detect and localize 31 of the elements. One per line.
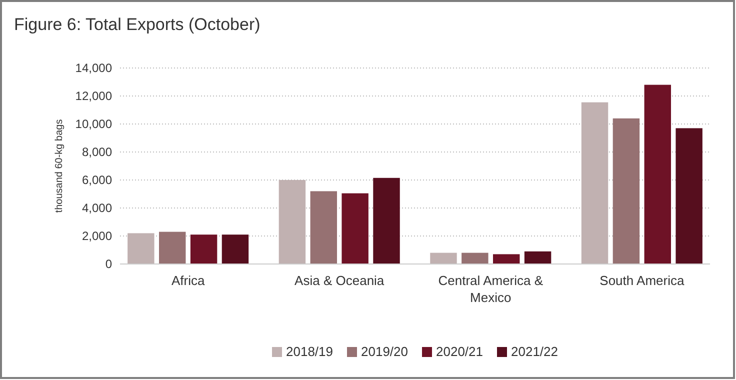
x-tick-label: Africa <box>171 273 206 288</box>
bar <box>612 118 640 264</box>
legend-label: 2019/20 <box>361 344 408 359</box>
bar <box>190 234 218 264</box>
bar <box>310 191 337 264</box>
legend-label: 2021/22 <box>511 344 558 359</box>
y-tick-label: 10,000 <box>75 116 112 131</box>
x-tick-label: South America <box>600 273 685 288</box>
y-tick-label: 8,000 <box>82 144 112 159</box>
y-tick-label: 2,000 <box>82 228 112 243</box>
legend-label: 2018/19 <box>286 344 333 359</box>
y-tick-label: 4,000 <box>82 200 112 215</box>
y-axis-title: thousand 60-kg bags <box>54 119 65 213</box>
bar <box>430 252 457 264</box>
y-tick-label: 6,000 <box>82 172 112 187</box>
y-tick-label: 0 <box>105 256 112 271</box>
chart-title: Figure 6: Total Exports (October) <box>14 15 260 34</box>
bar <box>222 234 249 264</box>
bar <box>462 252 488 264</box>
bar <box>524 251 552 264</box>
x-tick-label: Asia & Oceania <box>294 273 385 288</box>
bar <box>342 193 368 264</box>
y-tick-label: 14,000 <box>75 60 112 75</box>
legend-label: 2020/21 <box>436 344 483 359</box>
bar <box>159 232 186 264</box>
bar <box>676 128 702 264</box>
y-tick-label: 12,000 <box>75 88 112 103</box>
bar <box>493 254 520 264</box>
bar <box>373 178 400 264</box>
bar <box>644 84 671 264</box>
x-tick-label: Central America & Mexico <box>438 273 544 306</box>
